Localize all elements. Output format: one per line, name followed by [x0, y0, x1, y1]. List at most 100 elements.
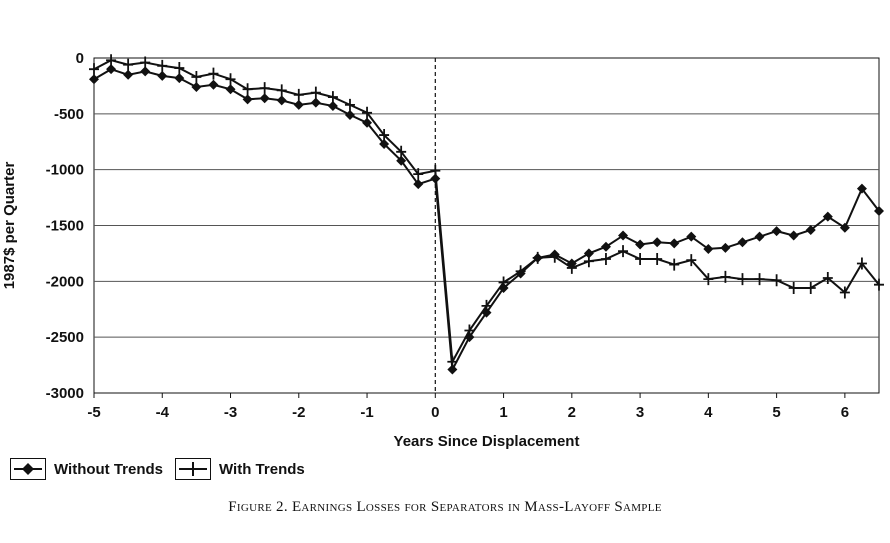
- data-point: [430, 164, 441, 177]
- data-point: [618, 230, 629, 241]
- data-point: [805, 282, 816, 295]
- x-tick-label: -5: [87, 404, 100, 421]
- x-tick-label: 5: [772, 404, 780, 421]
- data-point: [174, 62, 185, 75]
- data-point: [123, 58, 134, 71]
- data-point: [464, 324, 475, 337]
- x-tick-label: 1: [499, 404, 507, 421]
- data-point: [225, 84, 236, 95]
- data-point: [413, 179, 424, 190]
- line-chart: 0-500-1000-1500-2000-2500-3000 -5 -4 -3 -2-…: [1, 50, 884, 450]
- plus-marker-icon: [175, 458, 212, 480]
- data-point: [242, 94, 253, 105]
- data-point: [208, 79, 219, 90]
- data-point: [703, 273, 714, 286]
- legend-item-without-trends: Without Trends: [10, 458, 163, 480]
- data-point: [89, 63, 99, 76]
- y-tick-label: 0: [76, 50, 84, 67]
- data-point: [635, 239, 646, 250]
- data-point: [874, 278, 884, 291]
- data-point: [754, 231, 765, 242]
- data-point: [259, 93, 270, 104]
- data-point: [208, 67, 219, 80]
- data-point: [498, 276, 509, 289]
- data-point: [583, 248, 594, 259]
- data-point: [549, 250, 560, 263]
- data-point: [874, 205, 884, 216]
- data-point: [669, 258, 680, 271]
- data-point: [754, 273, 765, 286]
- legend-item-with-trends: With Trends: [175, 458, 305, 480]
- data-point: [191, 70, 202, 83]
- data-point: [532, 251, 543, 264]
- data-point: [600, 241, 611, 252]
- data-point: [259, 82, 270, 95]
- x-tick-label: -2: [292, 404, 305, 421]
- data-point: [635, 253, 646, 265]
- data-point: [652, 253, 663, 265]
- data-point: [327, 101, 338, 112]
- data-point: [225, 73, 236, 86]
- data-point: [447, 364, 458, 375]
- data-point: [174, 73, 185, 84]
- data-point: [344, 98, 355, 111]
- data-point: [481, 299, 492, 312]
- series-without-trends: [89, 64, 884, 375]
- data-point: [618, 245, 629, 258]
- data-point: [123, 69, 134, 80]
- data-point: [191, 82, 202, 93]
- data-point: [839, 222, 850, 233]
- data-point: [276, 84, 287, 97]
- data-point: [276, 95, 287, 106]
- data-point: [737, 237, 748, 248]
- data-point: [140, 56, 151, 69]
- x-tick-label: 2: [568, 404, 576, 421]
- legend: Without Trends With Trends: [10, 458, 317, 480]
- data-point: [242, 83, 253, 96]
- y-tick-label: -2500: [46, 329, 84, 346]
- data-point: [720, 242, 731, 253]
- series-layer: [89, 54, 884, 375]
- data-point: [822, 211, 833, 222]
- x-tick-label: 4: [704, 404, 713, 421]
- data-point: [771, 274, 782, 287]
- data-point: [362, 117, 373, 128]
- y-axis: 0 -500 -1000 -1500 -2000 -2500 -3000: [46, 50, 84, 402]
- data-point: [652, 237, 663, 248]
- data-point: [720, 270, 731, 283]
- x-tick-label: -3: [224, 404, 237, 421]
- data-point: [703, 243, 714, 254]
- x-tick-label: 3: [636, 404, 644, 421]
- gridlines: [94, 113, 879, 338]
- y-axis-title: 1987$ per Quarter: [1, 162, 18, 290]
- data-point: [856, 257, 867, 270]
- x-tick-label: -4: [156, 404, 170, 421]
- data-point: [310, 86, 321, 99]
- data-point: [788, 282, 799, 295]
- data-point: [379, 138, 390, 149]
- data-point: [293, 99, 304, 110]
- data-point: [293, 88, 304, 101]
- legend-label-with-trends: With Trends: [219, 460, 305, 478]
- data-point: [788, 230, 799, 241]
- x-tick-label: -1: [360, 404, 373, 421]
- data-point: [157, 70, 168, 81]
- data-point: [669, 238, 680, 249]
- x-tick-label: 0: [431, 404, 439, 421]
- data-point: [822, 271, 833, 284]
- diamond-marker-icon: [10, 458, 46, 480]
- data-point: [583, 255, 594, 268]
- data-point: [805, 224, 816, 235]
- y-tick-label: -2000: [46, 273, 84, 290]
- y-tick-label: -3000: [46, 385, 84, 402]
- data-point: [771, 226, 782, 237]
- data-point: [362, 106, 373, 119]
- data-point: [140, 66, 151, 77]
- data-point: [600, 253, 611, 265]
- data-point: [327, 91, 338, 104]
- data-point: [396, 155, 407, 166]
- data-point: [106, 64, 117, 75]
- data-point: [447, 355, 458, 368]
- series-with-trends: [89, 54, 884, 368]
- data-point: [515, 265, 526, 278]
